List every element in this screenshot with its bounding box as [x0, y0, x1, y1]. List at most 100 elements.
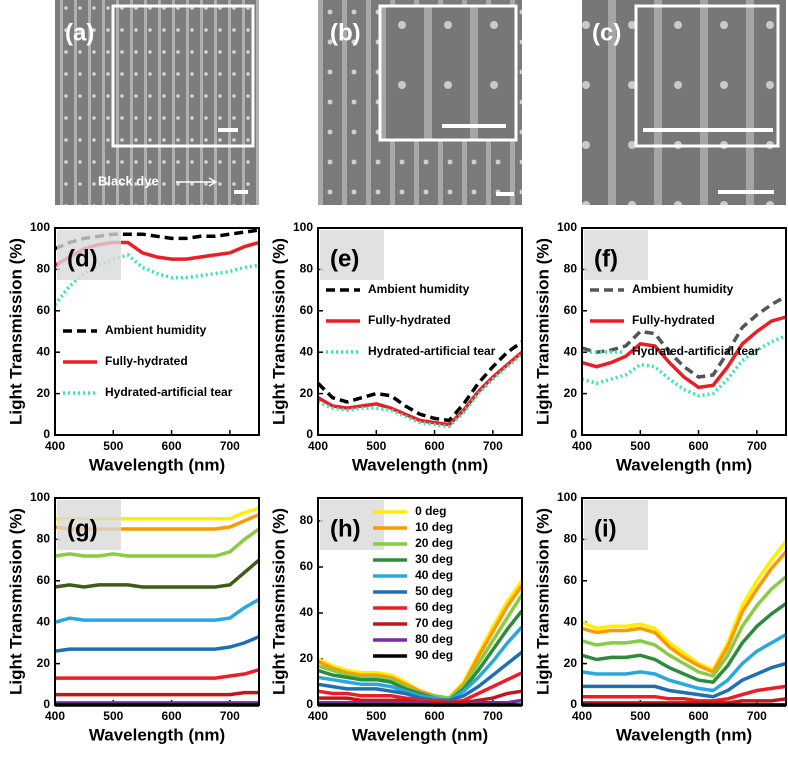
- panel-label-box: [320, 230, 384, 280]
- y-tick-label: 20: [564, 656, 578, 670]
- x-tick-label: 600: [162, 439, 182, 453]
- panel-label-box: [57, 500, 121, 550]
- y-tick-label: 0: [306, 427, 313, 441]
- series-line: [581, 550, 788, 675]
- y-tick-label: 80: [300, 262, 314, 276]
- y-tick-label: 80: [37, 532, 51, 546]
- sem-image-a: [55, 0, 259, 205]
- x-tick-label: 700: [747, 439, 767, 453]
- series-line: [55, 668, 260, 680]
- series-line: [317, 609, 524, 703]
- series-line: [317, 352, 524, 429]
- series-line: [54, 635, 260, 653]
- legend-label: 70 deg: [415, 616, 453, 630]
- series-line: [317, 671, 523, 705]
- panel-label-box: [584, 230, 648, 280]
- series-line: [317, 650, 524, 703]
- y-tick-label: 100: [557, 220, 577, 234]
- y-tick-label: 40: [564, 344, 578, 358]
- series-line: [317, 625, 524, 703]
- plot-frame: [581, 227, 787, 436]
- y-tick-label: 40: [37, 614, 51, 628]
- x-tick-label: 600: [425, 439, 445, 453]
- x-tick-label: 400: [308, 439, 328, 453]
- y-axis-label: Light Transmission (%): [6, 508, 25, 695]
- series-line: [581, 540, 788, 673]
- legend-label: Fully-hydrated: [632, 313, 715, 327]
- y-tick-label: 100: [30, 490, 50, 504]
- y-tick-label: 40: [564, 614, 578, 628]
- sem-image-c: [582, 0, 786, 205]
- legend-label: 30 deg: [415, 552, 453, 566]
- legend-label: Hydrated-artificial tear: [632, 344, 760, 358]
- plot-frame: [54, 497, 260, 706]
- x-tick-label: 700: [220, 439, 240, 453]
- panel-label: (g): [67, 515, 98, 542]
- sem-image-b: [318, 0, 522, 205]
- x-tick-label: 400: [572, 439, 592, 453]
- y-tick-label: 0: [570, 697, 577, 711]
- series-line: [54, 558, 261, 589]
- y-tick-label: 80: [300, 513, 314, 527]
- x-axis-label: Wavelength (nm): [89, 455, 225, 474]
- x-axis-label: Wavelength (nm): [352, 725, 488, 744]
- image-label: (a): [65, 19, 94, 46]
- y-tick-label: 0: [306, 697, 313, 711]
- image-annotation: Black dye: [98, 173, 159, 188]
- image-label: (c): [592, 19, 621, 46]
- panel-label: (e): [330, 245, 359, 272]
- x-tick-label: 500: [366, 439, 386, 453]
- y-tick-label: 0: [43, 697, 50, 711]
- x-tick-label: 400: [572, 709, 592, 723]
- x-tick-label: 500: [366, 709, 386, 723]
- y-tick-label: 40: [37, 344, 51, 358]
- y-axis-label: Light Transmission (%): [533, 238, 552, 425]
- x-tick-label: 600: [162, 709, 182, 723]
- y-tick-label: 60: [300, 559, 314, 573]
- legend-label: Hydrated-artificial tear: [105, 385, 233, 399]
- series-line: [317, 584, 524, 700]
- y-tick-label: 40: [300, 605, 314, 619]
- y-axis-label: Light Transmission (%): [269, 238, 288, 425]
- legend-label: Ambient humidity: [368, 282, 470, 296]
- legend-label: Fully-hydrated: [105, 354, 188, 368]
- legend-label: 0 deg: [415, 504, 446, 518]
- y-tick-label: 40: [300, 344, 314, 358]
- series-line: [582, 684, 787, 703]
- series-line: [581, 633, 787, 693]
- y-axis-label: Light Transmission (%): [6, 238, 25, 425]
- series-line: [54, 527, 261, 558]
- x-tick-label: 500: [630, 709, 650, 723]
- y-axis-label: Light Transmission (%): [533, 508, 552, 695]
- plot-frame: [317, 227, 523, 436]
- y-axis-label: Light Transmission (%): [269, 508, 288, 695]
- legend-label: 40 deg: [415, 568, 453, 582]
- panel-label-box: [320, 500, 384, 550]
- panel-label-box: [584, 500, 648, 550]
- series-line: [582, 661, 787, 699]
- y-tick-label: 100: [30, 220, 50, 234]
- x-tick-label: 700: [483, 439, 503, 453]
- x-tick-label: 500: [630, 439, 650, 453]
- series-line: [581, 575, 788, 679]
- x-tick-label: 600: [689, 439, 709, 453]
- x-tick-label: 400: [45, 439, 65, 453]
- x-tick-label: 400: [308, 709, 328, 723]
- y-tick-label: 80: [564, 262, 578, 276]
- legend-label: Ambient humidity: [105, 323, 207, 337]
- x-tick-label: 700: [747, 709, 767, 723]
- series-line: [581, 602, 788, 685]
- x-axis-label: Wavelength (nm): [616, 725, 752, 744]
- panel-label-box: [57, 230, 121, 280]
- panel-label: (h): [330, 515, 361, 542]
- y-tick-label: 60: [564, 573, 578, 587]
- x-axis-label: Wavelength (nm): [89, 725, 225, 744]
- y-tick-label: 20: [300, 651, 314, 665]
- image-label: (b): [330, 19, 361, 46]
- legend-label: 90 deg: [415, 648, 453, 662]
- y-tick-label: 20: [37, 656, 51, 670]
- plot-frame: [54, 227, 260, 436]
- series-line: [316, 340, 524, 423]
- y-tick-label: 60: [37, 573, 51, 587]
